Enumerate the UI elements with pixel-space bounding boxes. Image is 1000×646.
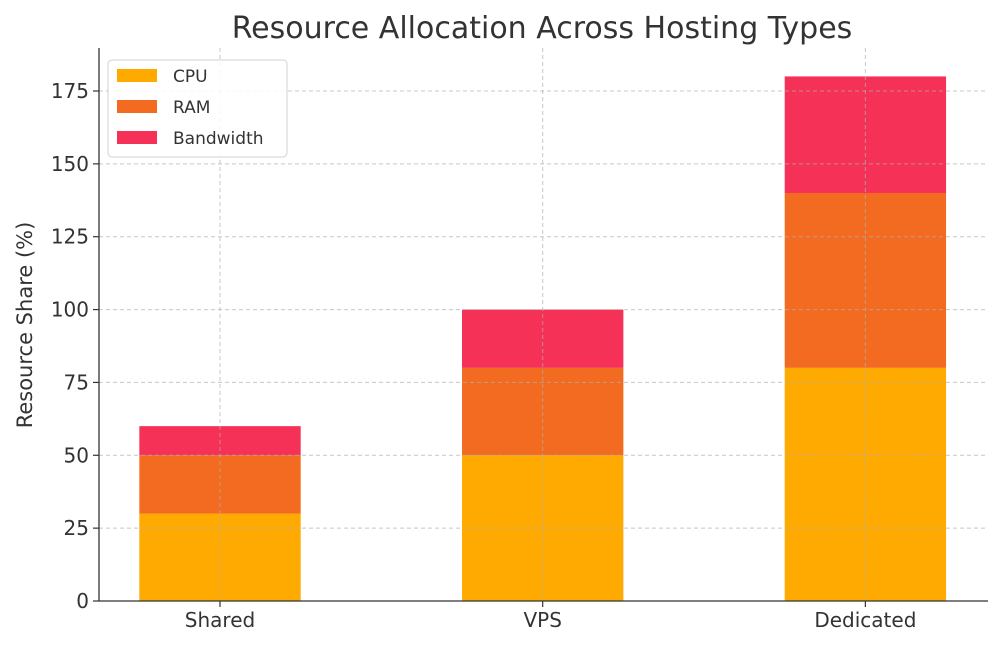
chart-title: Resource Allocation Across Hosting Types [232, 11, 853, 46]
legend-swatch-cpu [117, 69, 157, 82]
axes-layer: Shared VPS Dedicated 0 25 50 75 100 125 150 175 [51, 48, 988, 632]
y-tick-label: 75 [64, 370, 89, 394]
x-tick-label: Dedicated [814, 608, 916, 632]
x-tick-label: Shared [185, 608, 255, 632]
y-tick-label: 175 [51, 79, 89, 103]
y-tick-label: 0 [76, 589, 89, 613]
legend-swatch-bandwidth [117, 131, 157, 144]
legend-label: CPU [173, 67, 208, 87]
y-tick-label: 125 [51, 225, 89, 249]
legend-swatch-ram [117, 100, 157, 113]
legend: CPU RAM Bandwidth [107, 59, 288, 158]
legend-label: RAM [173, 98, 210, 118]
y-tick-label: 150 [51, 152, 89, 176]
x-tick-label: VPS [523, 608, 561, 632]
y-tick-label: 50 [64, 443, 89, 467]
y-tick-label: 100 [51, 298, 89, 322]
legend-label: Bandwidth [173, 129, 264, 149]
y-axis-label: Resource Share (%) [13, 222, 37, 429]
y-tick-label: 25 [64, 516, 89, 540]
